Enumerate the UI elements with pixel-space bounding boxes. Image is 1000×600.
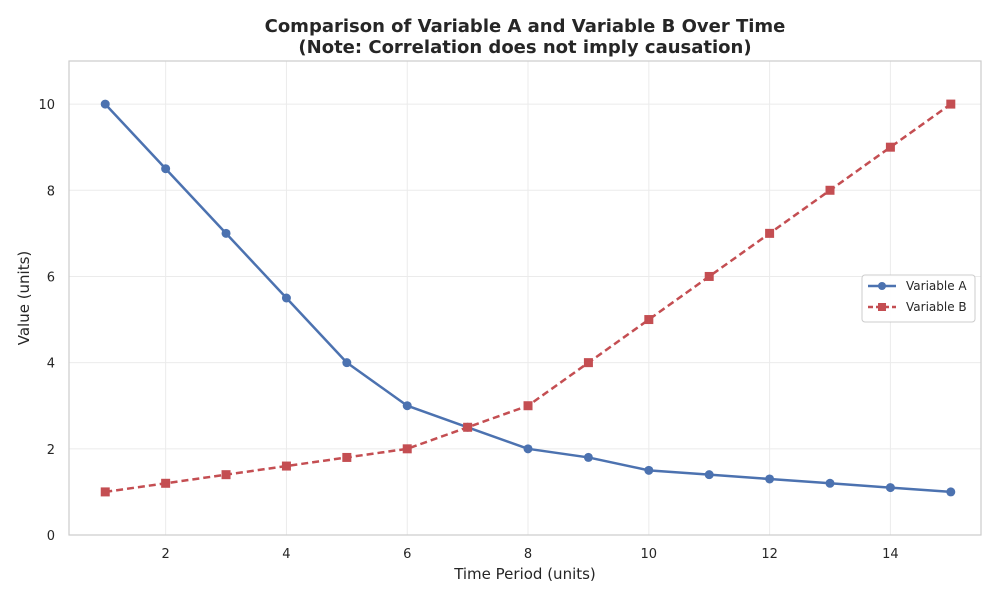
data-point <box>825 185 835 195</box>
legend-entry-variable-b: Variable B <box>868 300 967 314</box>
data-point <box>946 487 956 497</box>
x-axis-label: Time Period (units) <box>453 565 596 583</box>
x-tick-label: 4 <box>282 547 290 562</box>
chart-subtitle: (Note: Correlation does not imply causat… <box>298 37 751 58</box>
data-point <box>402 401 412 411</box>
y-axis-label: Value (units) <box>15 251 33 346</box>
tick-labels: 2 4 6 8 10 12 14 0 2 4 6 8 10 <box>38 98 898 562</box>
data-point <box>463 422 473 432</box>
chart-title: Comparison of Variable A and Variable B … <box>265 16 786 37</box>
data-point <box>281 293 291 303</box>
data-point <box>704 271 714 281</box>
legend: Variable A Variable B <box>861 274 976 323</box>
y-tick-label: 0 <box>47 529 55 544</box>
data-point <box>402 444 412 454</box>
data-point <box>161 164 171 174</box>
data-point <box>885 483 895 493</box>
y-tick-label: 8 <box>47 184 55 199</box>
data-point <box>161 478 171 488</box>
data-point <box>281 461 291 471</box>
grid <box>69 61 981 536</box>
data-point <box>583 452 593 462</box>
data-point <box>704 470 714 480</box>
data-point <box>825 478 835 488</box>
data-point <box>342 358 352 368</box>
x-tick-label: 2 <box>161 547 169 562</box>
data-point <box>765 228 775 238</box>
x-tick-label: 10 <box>641 547 658 562</box>
data-point <box>583 358 593 368</box>
data-point <box>765 474 775 484</box>
x-tick-label: 14 <box>882 547 899 562</box>
y-tick-label: 6 <box>47 270 55 285</box>
data-point <box>221 228 231 238</box>
y-tick-label: 2 <box>47 443 55 458</box>
data-point <box>523 401 533 411</box>
data-point <box>523 444 533 454</box>
series-variable-b <box>100 99 956 497</box>
data-point <box>885 142 895 152</box>
legend-label: Variable A <box>906 279 967 293</box>
plot-frame <box>68 60 982 536</box>
y-tick-label: 10 <box>38 98 55 113</box>
legend-label: Variable B <box>906 300 967 314</box>
data-point <box>946 99 956 109</box>
data-point <box>221 470 231 480</box>
y-tick-label: 4 <box>47 357 55 372</box>
x-tick-label: 8 <box>524 547 532 562</box>
data-point <box>100 99 110 109</box>
data-point <box>644 465 654 475</box>
legend-marker <box>878 282 886 290</box>
series-layer <box>100 99 956 497</box>
data-point <box>644 315 654 325</box>
legend-marker <box>878 303 886 311</box>
x-tick-label: 6 <box>403 547 411 562</box>
legend-entry-variable-a: Variable A <box>868 279 967 293</box>
data-point <box>100 487 110 497</box>
x-tick-label: 12 <box>761 547 778 562</box>
data-point <box>342 452 352 462</box>
